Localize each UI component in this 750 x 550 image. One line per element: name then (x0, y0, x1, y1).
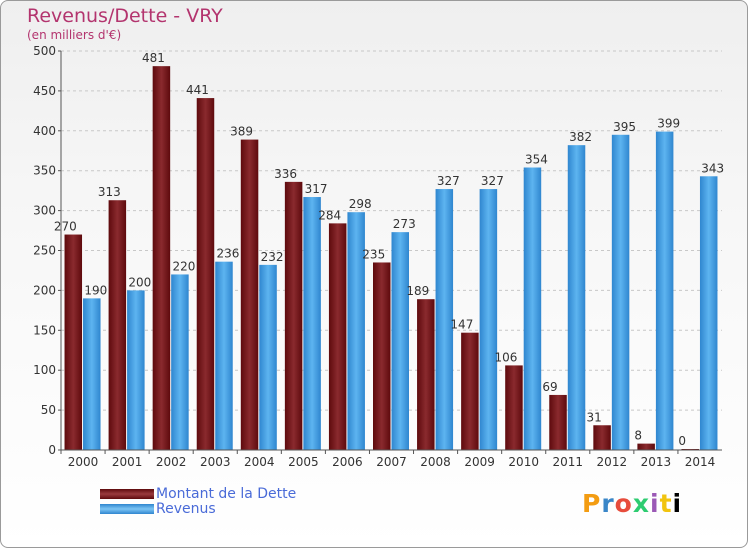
x-tick-label: 2011 (552, 455, 583, 469)
y-tick-label: 50 (41, 403, 56, 417)
y-tick-label: 450 (33, 84, 56, 98)
proxiti-logo: Proxiti (582, 489, 683, 518)
revenue-bar (699, 176, 718, 450)
debt-bar (240, 139, 259, 450)
x-tick-label: 2006 (332, 455, 363, 469)
x-tick-label: 2013 (641, 455, 672, 469)
legend-item-revenue: Revenus (100, 501, 216, 517)
revenue-bar (567, 145, 586, 450)
debt-bar (637, 443, 655, 450)
debt-value-label: 481 (142, 51, 165, 65)
x-tick-label: 2005 (288, 455, 319, 469)
debt-value-label: 0 (678, 434, 686, 448)
legend-swatch-debt (100, 489, 154, 499)
y-tick-label: 300 (33, 204, 56, 218)
y-tick-label: 0 (48, 443, 56, 457)
revenue-value-label: 236 (217, 247, 240, 261)
debt-value-label: 147 (450, 318, 473, 332)
revenue-bar (347, 212, 365, 450)
legend-label-revenue: Revenus (156, 501, 216, 517)
y-tick-label: 400 (33, 124, 56, 138)
revenue-bar (611, 134, 630, 451)
revenue-value-label: 232 (261, 250, 284, 264)
debt-value-label: 284 (318, 208, 341, 222)
chart-subtitle: (en milliers d'€) (27, 28, 122, 42)
revenue-value-label: 273 (393, 217, 416, 231)
debt-value-label: 69 (542, 380, 557, 394)
y-tick-label: 250 (33, 244, 56, 258)
x-tick-label: 2010 (508, 455, 539, 469)
x-tick-label: 2003 (200, 455, 231, 469)
revenue-value-label: 327 (437, 174, 460, 188)
revenue-bar (83, 298, 101, 450)
debt-value-label: 389 (230, 125, 253, 139)
revenue-bar (303, 197, 321, 450)
revenue-bar (127, 290, 145, 450)
revenue-value-label: 382 (569, 130, 592, 144)
revenue-value-label: 343 (701, 161, 724, 175)
revenue-bar (171, 274, 189, 450)
chart-title: Revenus/Dette - VRY (27, 5, 223, 27)
revenue-bar (391, 232, 409, 450)
debt-bar (196, 98, 215, 450)
y-tick-label: 100 (33, 363, 56, 377)
debt-bar (64, 234, 83, 450)
debt-value-label: 106 (494, 350, 517, 364)
revenue-value-label: 190 (84, 283, 107, 297)
revenue-bar (215, 261, 233, 450)
y-tick-label: 350 (33, 164, 56, 178)
revenue-bar (655, 131, 674, 450)
debt-value-label: 189 (406, 284, 429, 298)
bars (64, 66, 718, 451)
revenue-bar (479, 189, 498, 450)
y-tick-label: 500 (33, 44, 56, 58)
debt-value-label: 270 (54, 220, 77, 234)
debt-bar (108, 200, 127, 450)
revenue-bar (523, 167, 542, 450)
revenue-value-label: 200 (128, 275, 151, 289)
debt-bar (461, 332, 479, 450)
x-tick-label: 2008 (420, 455, 451, 469)
debt-value-label: 336 (274, 167, 297, 181)
x-tick-label: 2001 (112, 455, 143, 469)
x-tick-label: 2000 (68, 455, 99, 469)
x-tick-label: 2002 (156, 455, 187, 469)
x-tick-label: 2012 (597, 455, 628, 469)
debt-bar (593, 425, 611, 450)
debt-value-label: 31 (586, 410, 601, 424)
data-labels: 270 190 313 200 481 220 441 236 389 232 336 317 284 2… (54, 51, 724, 448)
debt-value-label: 235 (362, 247, 385, 261)
revenue-value-label: 220 (172, 259, 195, 273)
debt-bar (152, 66, 171, 451)
legend-swatch-revenue (100, 504, 154, 514)
debt-value-label: 313 (98, 185, 121, 199)
revenue-bar (259, 264, 277, 450)
debt-bar (417, 299, 435, 450)
legend-label-debt: Montant de la Dette (156, 486, 297, 502)
debt-value-label: 441 (186, 83, 209, 97)
debt-bar (328, 223, 347, 450)
x-tick-label: 2009 (464, 455, 495, 469)
legend-item-debt: Montant de la Dette (100, 486, 296, 502)
revenue-value-label: 395 (613, 120, 636, 134)
revenue-bar (435, 189, 454, 450)
x-tick-label: 2004 (244, 455, 275, 469)
debt-bar (284, 181, 303, 450)
revenue-value-label: 298 (349, 197, 372, 211)
revenue-value-label: 399 (657, 117, 680, 131)
y-tick-label: 150 (33, 323, 56, 337)
debt-bar (373, 262, 391, 450)
revenue-value-label: 354 (525, 153, 548, 167)
revenue-value-label: 317 (305, 182, 328, 196)
debt-value-label: 8 (634, 429, 642, 443)
debt-bar (549, 394, 567, 450)
debt-bar (505, 365, 523, 450)
x-tick-label: 2014 (685, 455, 716, 469)
y-tick-label: 200 (33, 283, 56, 297)
x-tick-label: 2007 (376, 455, 407, 469)
revenue-value-label: 327 (481, 174, 504, 188)
